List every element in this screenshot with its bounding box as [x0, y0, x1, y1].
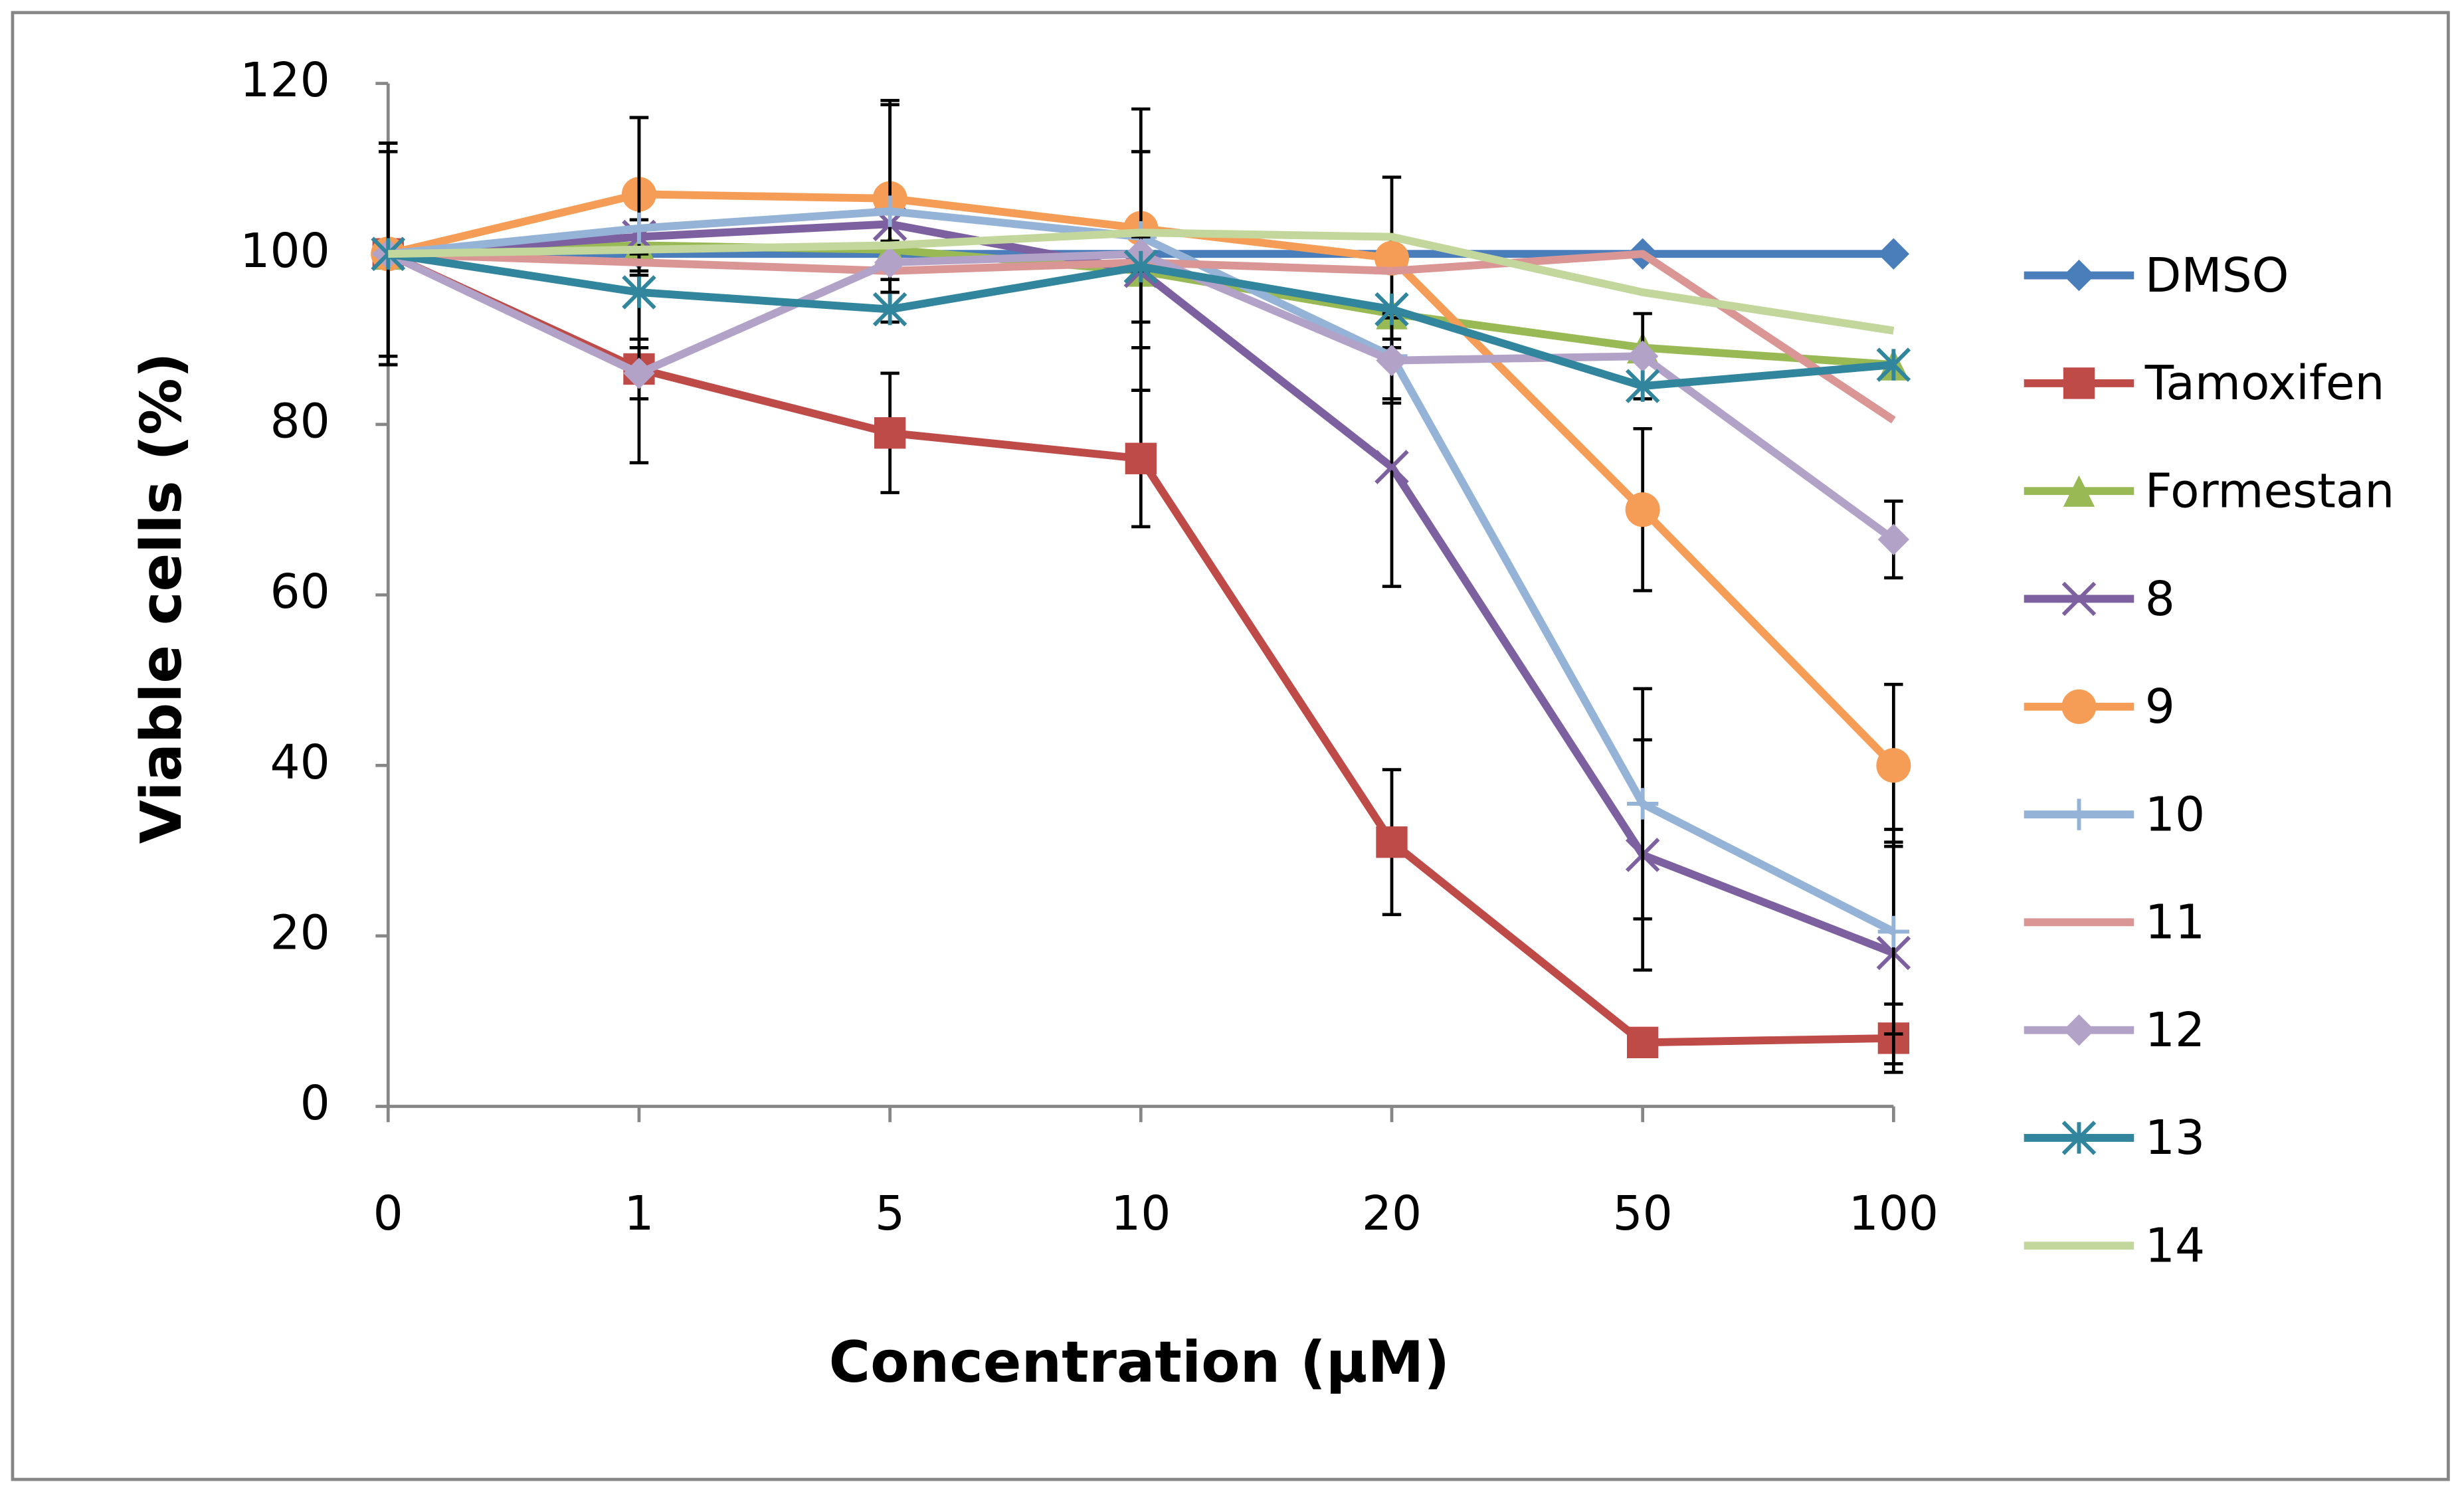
marker — [2063, 259, 2095, 292]
y-tick-label: 60 — [270, 564, 330, 619]
y-axis-title: Viable cells (%) — [129, 352, 195, 844]
x-axis-title: Concentration (μM) — [829, 1330, 1450, 1396]
legend-label: Formestan — [2145, 463, 2395, 518]
marker — [1877, 915, 1910, 948]
y-tick-label: 0 — [300, 1075, 330, 1131]
marker — [622, 275, 656, 310]
marker — [2063, 367, 2095, 399]
y-tick-label: 40 — [270, 735, 330, 790]
marker — [1876, 347, 1911, 382]
legend-label: 13 — [2145, 1110, 2205, 1165]
series-line — [388, 229, 1895, 335]
x-tick-label: 5 — [875, 1186, 905, 1241]
marker — [1374, 450, 1409, 484]
marker — [2061, 689, 2097, 724]
y-tick-label: 120 — [240, 52, 330, 108]
marker — [874, 417, 906, 449]
legend-label: 12 — [2145, 1002, 2205, 1058]
marker — [2061, 581, 2097, 616]
marker — [2063, 1014, 2095, 1046]
y-tick-label: 20 — [270, 905, 330, 960]
marker — [874, 195, 906, 227]
marker — [872, 292, 907, 327]
marker — [2063, 798, 2095, 830]
marker — [1125, 442, 1157, 474]
marker — [1376, 344, 1408, 377]
x-tick-label: 20 — [1362, 1186, 1422, 1241]
y-tick-label: 100 — [240, 223, 330, 278]
x-tick-label: 50 — [1613, 1186, 1673, 1241]
legend-label: 9 — [2145, 679, 2175, 734]
marker — [1877, 523, 1910, 555]
marker — [1123, 249, 1159, 284]
marker — [623, 357, 655, 389]
x-tick-label: 1 — [624, 1186, 654, 1241]
marker — [1625, 369, 1660, 403]
legend-label: Tamoxifen — [2144, 355, 2385, 411]
marker — [623, 213, 655, 244]
legend-label: 14 — [2145, 1218, 2205, 1273]
x-tick-label: 10 — [1111, 1186, 1171, 1241]
legend-label: DMSO — [2145, 248, 2289, 303]
x-tick-label: 0 — [373, 1186, 403, 1241]
marker — [1627, 1026, 1659, 1058]
legend-label: 8 — [2145, 571, 2175, 626]
marker — [874, 246, 906, 278]
legend-label: 11 — [2145, 895, 2205, 950]
marker — [2061, 1121, 2097, 1155]
y-tick-label: 80 — [270, 393, 330, 448]
marker — [1625, 492, 1660, 527]
marker — [2063, 475, 2095, 507]
marker — [1376, 826, 1408, 858]
marker — [1876, 748, 1911, 783]
marker — [1627, 788, 1659, 820]
legend-label: 10 — [2145, 787, 2205, 842]
marker — [1627, 340, 1659, 372]
x-tick-label: 100 — [1849, 1186, 1939, 1241]
marker — [1374, 292, 1409, 327]
